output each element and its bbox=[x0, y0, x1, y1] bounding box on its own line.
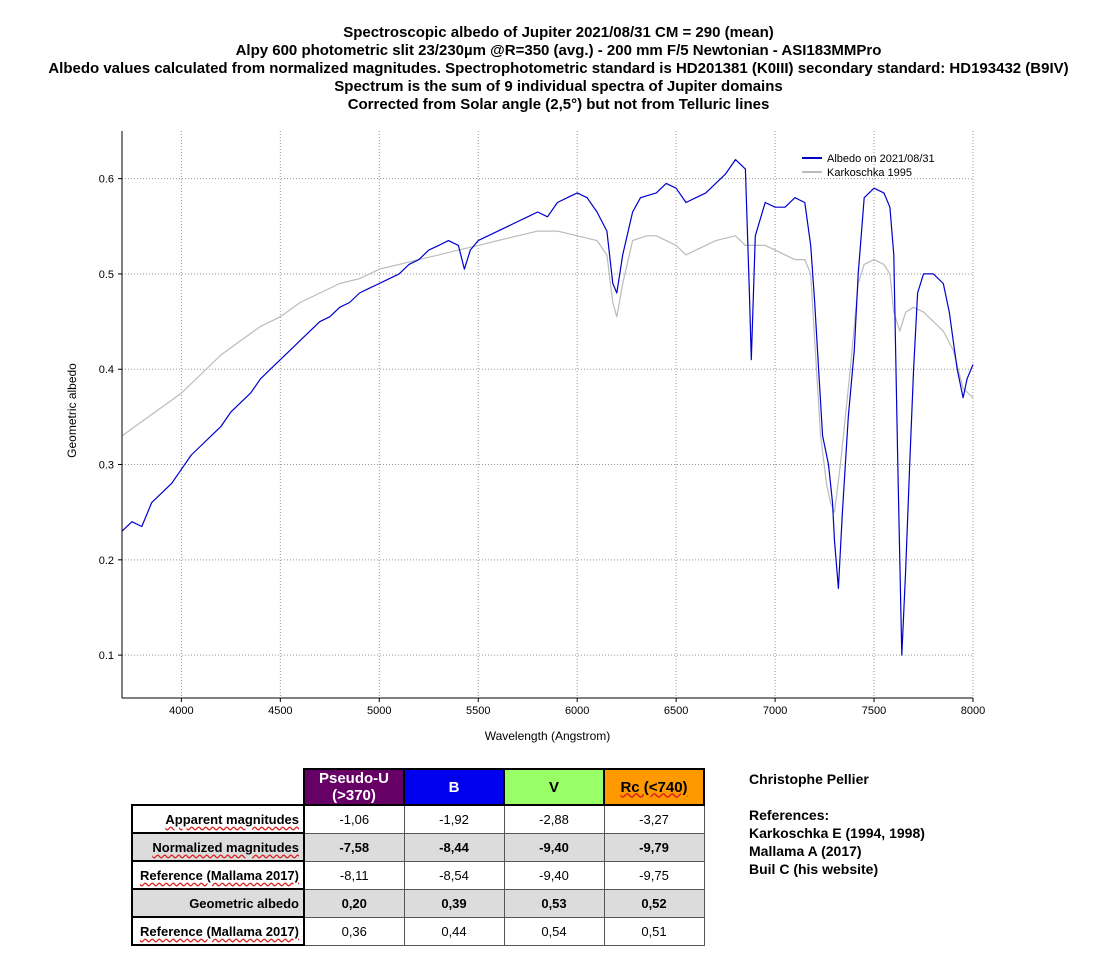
table-cell: -8,54 bbox=[403, 860, 505, 890]
x-tick-label: 4000 bbox=[169, 705, 193, 717]
x-tick-label: 6500 bbox=[664, 705, 688, 717]
y-axis-label: Geometric albedo bbox=[65, 363, 79, 458]
x-tick-label: 8000 bbox=[961, 705, 985, 717]
table-corner bbox=[132, 769, 304, 805]
albedo-chart: 4000 4500 5000 5500 6000 6500 7000 7500 8000 0.1 0… bbox=[65, 131, 986, 743]
row-label: Normalized magnitudes bbox=[131, 832, 305, 862]
table-cell: -1,06 bbox=[303, 804, 405, 834]
chart-legend: Albedo on 2021/08/31 Karkoschka 1995 bbox=[802, 153, 935, 179]
header-label: Rc (<740) bbox=[620, 778, 688, 796]
y-tick-label: 0.4 bbox=[99, 364, 114, 376]
chart-series bbox=[121, 159, 974, 656]
x-axis-label: Wavelength (Angstrom) bbox=[485, 729, 611, 743]
title-line-3: Albedo values calculated from normalized… bbox=[48, 60, 1069, 77]
row-label: Geometric albedo bbox=[131, 888, 305, 918]
y-tick-label: 0.6 bbox=[99, 174, 114, 186]
title-line-5: Corrected from Solar angle (2,5°) but no… bbox=[347, 96, 770, 113]
y-tick-label: 0.5 bbox=[99, 269, 114, 281]
series-line-albedo bbox=[121, 159, 974, 656]
x-tick-label: 7500 bbox=[862, 705, 886, 717]
table-cell: 0,44 bbox=[403, 916, 505, 946]
table-cell: 0,39 bbox=[403, 888, 505, 918]
table-cell: -9,79 bbox=[603, 832, 705, 862]
table-cell: -3,27 bbox=[603, 804, 705, 834]
table-row: Reference (Mallama 2017) -8,11 -8,54 -9,… bbox=[131, 860, 705, 890]
y-tick-label: 0.3 bbox=[99, 460, 114, 472]
table-row: Normalized magnitudes -7,58 -8,44 -9,40 … bbox=[131, 832, 705, 862]
reference-item: Mallama A (2017) bbox=[749, 843, 862, 859]
header-sublabel: (>370) bbox=[332, 787, 376, 804]
header-pseudo-u: Pseudo-U (>370) bbox=[303, 768, 405, 806]
title-line-4: Spectrum is the sum of 9 individual spec… bbox=[334, 78, 783, 95]
reference-item: Buil C (his website) bbox=[749, 861, 879, 877]
title-line-1: Spectroscopic albedo of Jupiter 2021/08/… bbox=[343, 24, 774, 41]
table-cell: -8,11 bbox=[303, 860, 405, 890]
x-tick-label: 7000 bbox=[763, 705, 787, 717]
row-label: Reference (Mallama 2017) bbox=[131, 916, 305, 946]
author-name: Christophe Pellier bbox=[749, 771, 869, 787]
series-line-karkoschka bbox=[121, 230, 974, 513]
x-tick-label: 4500 bbox=[268, 705, 292, 717]
table-cell: -2,88 bbox=[503, 804, 605, 834]
header-label: Pseudo-U bbox=[318, 770, 389, 787]
x-tick-label: 5000 bbox=[367, 705, 391, 717]
legend-label: Albedo on 2021/08/31 bbox=[827, 153, 935, 165]
header-v: V bbox=[503, 768, 605, 806]
table-cell: -9,40 bbox=[503, 832, 605, 862]
table-cell: 0,36 bbox=[303, 916, 405, 946]
table-cell: 0,54 bbox=[503, 916, 605, 946]
x-tick-label: 6000 bbox=[565, 705, 589, 717]
y-tick-label: 0.2 bbox=[99, 555, 114, 567]
y-tick-label: 0.1 bbox=[99, 650, 114, 662]
table-cell: 0,51 bbox=[603, 916, 705, 946]
table-cell: 0,20 bbox=[303, 888, 405, 918]
table-row: Reference (Mallama 2017) 0,36 0,44 0,54 … bbox=[131, 916, 705, 946]
table-cell: -9,75 bbox=[603, 860, 705, 890]
chart-axes bbox=[121, 131, 973, 699]
chart-ticks: 4000 4500 5000 5500 6000 6500 7000 7500 8000 0.1 0… bbox=[99, 174, 986, 717]
chart-title-block: Spectroscopic albedo of Jupiter 2021/08/… bbox=[0, 24, 1117, 114]
table-row: Geometric albedo 0,20 0,39 0,53 0,52 bbox=[131, 888, 705, 918]
table-cell: -1,92 bbox=[403, 804, 505, 834]
table-header-row: Pseudo-U (>370) B V Rc (<740) bbox=[132, 768, 705, 806]
table-cell: 0,52 bbox=[603, 888, 705, 918]
header-label: V bbox=[548, 778, 559, 796]
title-line-2: Alpy 600 photometric slit 23/230µm @R=35… bbox=[235, 42, 882, 59]
chart-grid bbox=[122, 131, 974, 698]
row-label: Reference (Mallama 2017) bbox=[131, 860, 305, 890]
magnitude-table: Pseudo-U (>370) B V Rc (<740) Apparent m… bbox=[131, 768, 705, 946]
table-row: Apparent magnitudes -1,06 -1,92 -2,88 -3… bbox=[131, 804, 705, 834]
table-cell: -7,58 bbox=[303, 832, 405, 862]
table-cell: -9,40 bbox=[503, 860, 605, 890]
legend-label: Karkoschka 1995 bbox=[827, 167, 912, 179]
x-tick-label: 5500 bbox=[466, 705, 490, 717]
row-label: Apparent magnitudes bbox=[131, 804, 305, 834]
credits-block: Christophe Pellier References: Karkoschk… bbox=[749, 770, 925, 878]
table-cell: 0,53 bbox=[503, 888, 605, 918]
references-title: References: bbox=[749, 807, 830, 823]
reference-item: Karkoschka E (1994, 1998) bbox=[749, 825, 925, 841]
table-cell: -8,44 bbox=[403, 832, 505, 862]
header-rc: Rc (<740) bbox=[603, 768, 705, 806]
header-label: B bbox=[448, 778, 460, 796]
header-b: B bbox=[403, 768, 505, 806]
